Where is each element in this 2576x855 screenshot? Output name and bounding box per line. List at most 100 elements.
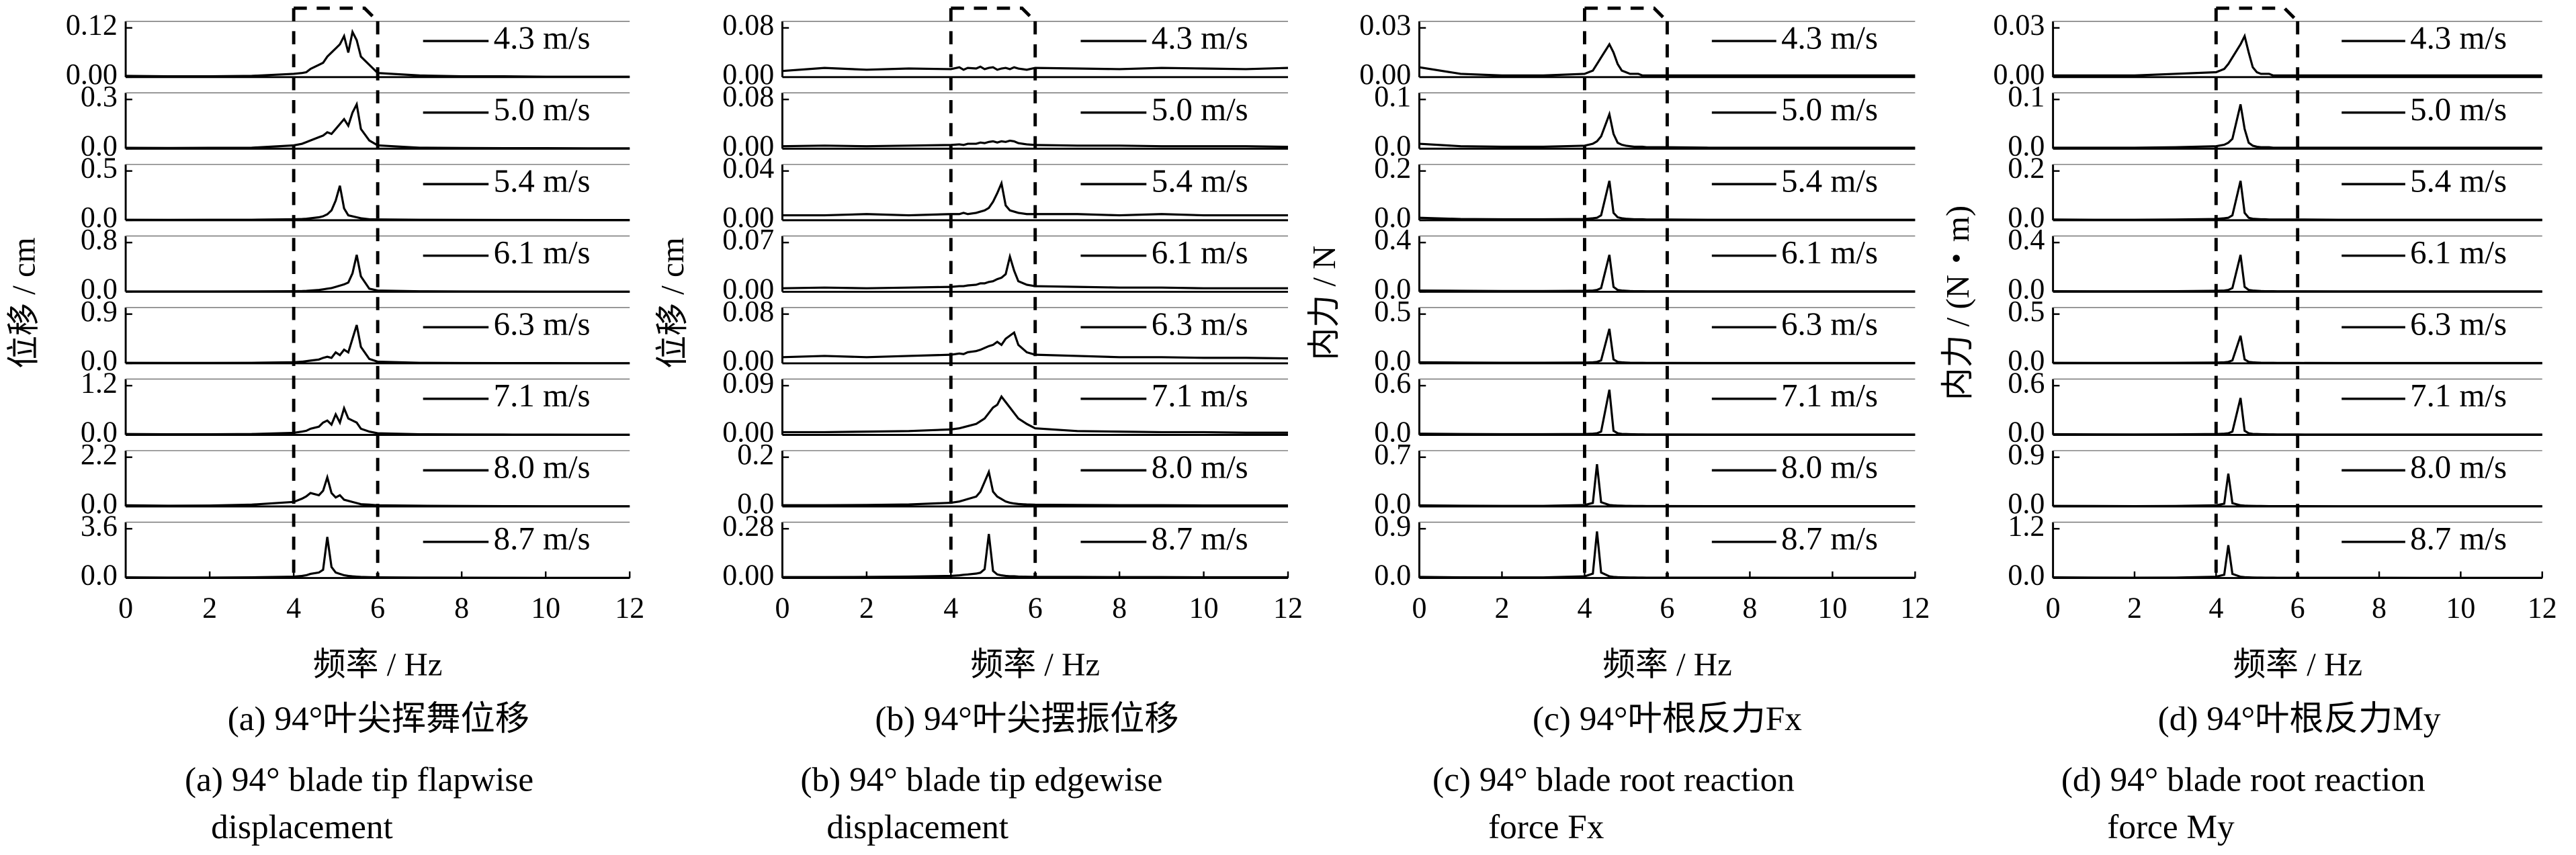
y-tick-label: 0.0 — [1374, 559, 1411, 592]
spectrum-line — [126, 28, 630, 78]
y-tick-label: 0.0 — [81, 201, 118, 234]
y-tick-label: 0.08 — [722, 9, 774, 42]
y-tick-label: 0.4 — [1374, 223, 1411, 256]
y-tick-label: 0.00 — [722, 273, 774, 306]
x-axis-label: 频率 / Hz — [2233, 646, 2362, 683]
x-tick-label: 8 — [454, 592, 469, 625]
legend-label: 5.4 m/s — [2410, 162, 2507, 199]
y-tick-label: 0.2 — [1374, 152, 1411, 185]
y-tick-label: 3.6 — [81, 509, 118, 542]
x-axis-label: 频率 / Hz — [1602, 646, 1732, 683]
spectrum-line — [126, 537, 630, 579]
y-tick-label: 0.00 — [1359, 58, 1411, 91]
y-tick-label: 0.09 — [722, 366, 774, 399]
caption-zh: (a) 94°叶尖挥舞位移 — [228, 700, 529, 738]
y-axis-label: 位移 / cm — [654, 237, 691, 368]
y-tick-label: 0.00 — [722, 201, 774, 234]
legend-label: 5.4 m/s — [1781, 162, 1878, 199]
y-tick-label: 0.08 — [722, 80, 774, 113]
y-tick-label: 0.4 — [2008, 223, 2045, 256]
x-tick-label: 4 — [943, 592, 958, 625]
legend-label: 4.3 m/s — [2410, 19, 2507, 56]
y-tick-label: 0.00 — [722, 559, 774, 592]
spectrum-line — [126, 101, 630, 150]
spectrum-line — [2053, 473, 2542, 508]
y-tick-label: 0.07 — [722, 223, 774, 256]
spectrum-line — [782, 394, 1289, 434]
legend-label: 4.3 m/s — [494, 19, 591, 56]
y-tick-label: 0.0 — [2008, 344, 2045, 377]
spectrum-line — [782, 179, 1289, 217]
y-tick-label: 0.0 — [2008, 559, 2045, 592]
spectrum-line — [782, 330, 1289, 360]
spectrum-line — [1419, 42, 1916, 77]
x-tick-label: 10 — [1189, 592, 1219, 625]
y-tick-label: 2.2 — [81, 438, 118, 471]
highlight-top — [1584, 6, 1669, 23]
spectrum-line — [1419, 531, 1916, 579]
legend-label: 7.1 m/s — [1781, 377, 1878, 414]
y-tick-label: 0.28 — [722, 509, 774, 542]
legend-label: 8.0 m/s — [1781, 448, 1878, 485]
spectrum-line — [2053, 180, 2542, 221]
y-tick-label: 0.0 — [1374, 273, 1411, 306]
y-tick-label: 0.0 — [737, 487, 774, 520]
legend-label: 8.7 m/s — [494, 520, 591, 557]
legend-label: 8.0 m/s — [1152, 448, 1248, 485]
x-tick-label: 4 — [1577, 592, 1592, 625]
highlight-top — [951, 6, 1037, 23]
spectrum-line — [2053, 255, 2542, 293]
y-tick-label: 0.9 — [81, 295, 118, 328]
x-tick-label: 6 — [1028, 592, 1043, 625]
spectrum-line — [126, 474, 630, 508]
y-tick-label: 0.0 — [2008, 273, 2045, 306]
y-tick-label: 0.2 — [737, 438, 774, 471]
y-tick-label: 0.1 — [1374, 80, 1411, 113]
caption-en: force My — [2107, 808, 2235, 846]
y-tick-label: 0.1 — [2008, 80, 2045, 113]
spectrum-line — [126, 255, 630, 293]
x-tick-label: 6 — [2290, 592, 2305, 625]
y-tick-label: 0.04 — [722, 152, 774, 185]
x-tick-label: 4 — [2208, 592, 2223, 625]
y-tick-label: 0.0 — [81, 559, 118, 592]
y-tick-label: 0.0 — [81, 129, 118, 162]
y-tick-label: 0.00 — [66, 58, 118, 91]
caption-zh: (d) 94°叶根反力My — [2158, 700, 2441, 738]
caption-en: (a) 94° blade tip flapwise — [185, 760, 533, 799]
x-tick-label: 2 — [859, 592, 874, 625]
legend-label: 5.0 m/s — [1781, 91, 1878, 128]
x-tick-label: 10 — [2446, 592, 2475, 625]
legend-label: 8.0 m/s — [494, 448, 591, 485]
y-tick-label: 0.0 — [2008, 487, 2045, 520]
legend-label: 6.3 m/s — [1152, 305, 1248, 342]
legend-label: 7.1 m/s — [1152, 377, 1248, 414]
x-tick-label: 8 — [2372, 592, 2387, 625]
y-axis-label: 内力 / N — [1305, 246, 1342, 361]
y-tick-label: 0.0 — [81, 344, 118, 377]
y-tick-label: 0.00 — [722, 58, 774, 91]
y-tick-label: 0.03 — [1993, 9, 2045, 42]
spectrum-line — [2053, 545, 2542, 579]
legend-label: 4.3 m/s — [1152, 19, 1248, 56]
y-tick-label: 0.3 — [81, 80, 118, 113]
spectrum-line — [782, 139, 1289, 148]
legend-label: 6.3 m/s — [494, 305, 591, 342]
legend-label: 5.0 m/s — [494, 91, 591, 128]
caption-en: (d) 94° blade root reaction — [2061, 760, 2425, 799]
caption-en: displacement — [826, 808, 1008, 846]
x-tick-label: 8 — [1742, 592, 1757, 625]
spectrum-line — [126, 324, 630, 365]
x-tick-label: 6 — [1660, 592, 1674, 625]
x-axis-label: 频率 / Hz — [313, 646, 443, 683]
y-tick-label: 0.0 — [1374, 416, 1411, 449]
x-tick-label: 0 — [775, 592, 789, 625]
caption-en: (c) 94° blade root reaction — [1432, 760, 1795, 799]
legend-label: 6.3 m/s — [2410, 305, 2507, 342]
spectrum-line — [2053, 104, 2542, 149]
y-tick-label: 1.2 — [81, 366, 118, 399]
caption-en: (b) 94° blade tip edgewise — [800, 760, 1162, 799]
x-tick-label: 0 — [118, 592, 133, 625]
